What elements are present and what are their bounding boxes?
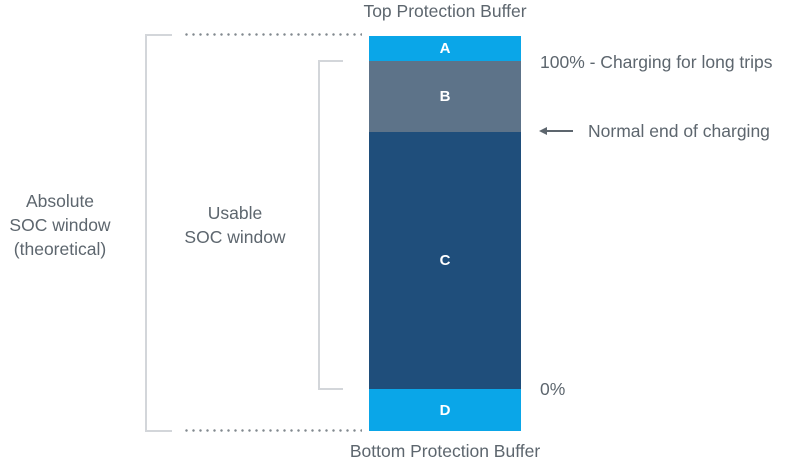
absolute-label-line1: Absolute <box>25 191 95 211</box>
dotted-line-bottom <box>183 429 362 432</box>
zero-percent-annotation: 0% <box>540 379 566 399</box>
dotted-line-top <box>183 33 362 36</box>
usable-label-line2: SOC window <box>184 227 286 247</box>
segment-d-bottom-buffer: D <box>369 389 521 431</box>
top-buffer-title: Top Protection Buffer <box>363 1 527 21</box>
left-arrow-head <box>539 127 547 135</box>
left-arrow-icon <box>539 127 573 135</box>
segment-b-upper-reserve: B <box>369 61 521 132</box>
left-arrow-shaft <box>545 130 573 132</box>
bottom-buffer-title: Bottom Protection Buffer <box>349 441 541 461</box>
absolute-label-line2: SOC window <box>9 215 111 235</box>
absolute-soc-window-label: Absolute SOC window (theoretical) <box>0 189 120 261</box>
segment-b-label: B <box>439 88 451 105</box>
segment-c-label: C <box>439 252 451 269</box>
absolute-label-line3: (theoretical) <box>13 239 107 259</box>
segment-a-label: A <box>439 40 451 57</box>
segment-a-top-buffer: A <box>369 36 521 61</box>
full-charge-annotation: 100% - Charging for long trips <box>540 52 773 72</box>
usable-soc-window-label: Usable SOC window <box>176 201 294 249</box>
normal-end-annotation: Normal end of charging <box>588 121 770 141</box>
absolute-window-bracket <box>145 34 172 432</box>
soc-stacked-bar: A B C D <box>369 36 521 431</box>
usable-label-line1: Usable <box>207 203 263 223</box>
usable-window-bracket <box>318 60 343 390</box>
segment-c-usable-window: C <box>369 132 521 389</box>
segment-d-label: D <box>439 401 451 419</box>
